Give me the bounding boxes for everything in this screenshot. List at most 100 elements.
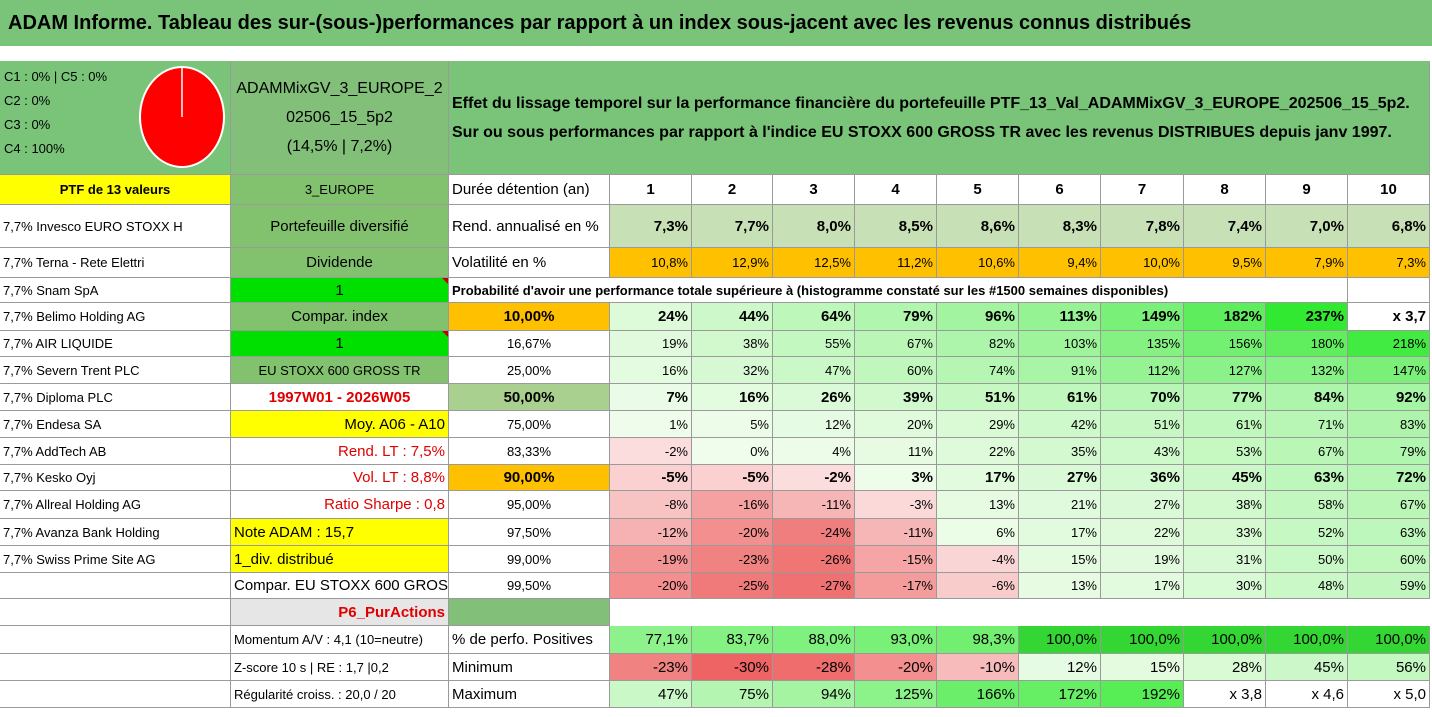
holding-row: 7,7% Avanza Bank Holding (0, 519, 231, 546)
probability-level: 95,00% (449, 491, 610, 519)
probability-level: 50,00% (449, 384, 610, 411)
probability-value: 26% (773, 384, 855, 411)
probability-value: 11% (855, 438, 937, 465)
probability-value: 113% (1019, 303, 1101, 331)
probability-value: -27% (773, 573, 855, 599)
probability-value: 61% (1019, 384, 1101, 411)
maximum-value: 172% (1019, 681, 1101, 708)
compar-value-input[interactable]: 1 (231, 331, 449, 357)
momentum: Momentum A/V : 4,1 (10=neutre) (231, 626, 449, 654)
vol-value: 11,2% (855, 248, 937, 278)
probability-value: 103% (1019, 331, 1101, 357)
probability-value: 17% (1019, 519, 1101, 546)
probability-value: 135% (1101, 331, 1184, 357)
probability-level: 16,67% (449, 331, 610, 357)
maximum-label: Maximum (449, 681, 610, 708)
probability-value: 60% (855, 357, 937, 384)
probability-value: -3% (855, 491, 937, 519)
zone-label: 3_EUROPE (231, 175, 449, 205)
minimum-value: -20% (855, 654, 937, 681)
probability-level: 99,00% (449, 546, 610, 573)
maximum-value: x 4,6 (1266, 681, 1348, 708)
probability-value: 70% (1101, 384, 1184, 411)
probability-title: Probabilité d'avoir une performance tota… (449, 278, 1348, 303)
pie-legend-block: C1 : 0% | C5 : 0% C2 : 0% C3 : 0% C4 : 100% (0, 61, 231, 175)
holding-row: 7,7% Invesco EURO STOXX H (0, 205, 231, 248)
probability-value: 0% (692, 438, 773, 465)
probability-value: 19% (610, 331, 692, 357)
rend-label: Rend. annualisé en % (449, 205, 610, 248)
minimum-value: -28% (773, 654, 855, 681)
probability-value: 17% (1101, 573, 1184, 599)
pie-legend-label: C3 : 0% (4, 117, 51, 132)
vol-lt: Vol. LT : 8,8% (231, 465, 449, 491)
probability-value: 39% (855, 384, 937, 411)
maximum-value: 166% (937, 681, 1019, 708)
probability-value: 74% (937, 357, 1019, 384)
probability-value: 55% (773, 331, 855, 357)
probability-value: 43% (1101, 438, 1184, 465)
probability-value: 30% (1184, 573, 1266, 599)
probability-value: 63% (1266, 465, 1348, 491)
year-header: 8 (1184, 175, 1266, 205)
sharpe-ratio: Ratio Sharpe : 0,8 (231, 491, 449, 519)
rend-value: 8,3% (1019, 205, 1101, 248)
positives-value: 98,3% (937, 626, 1019, 654)
probability-value: 180% (1266, 331, 1348, 357)
probability-value: 31% (1184, 546, 1266, 573)
probability-value: -25% (692, 573, 773, 599)
positives-value: 88,0% (773, 626, 855, 654)
probability-value: 156% (1184, 331, 1266, 357)
probability-value: 45% (1184, 465, 1266, 491)
positives-value: 93,0% (855, 626, 937, 654)
holding-row: 7,7% Snam SpA (0, 278, 231, 303)
year-header: 4 (855, 175, 937, 205)
probability-value: 72% (1348, 465, 1430, 491)
probability-value: -15% (855, 546, 937, 573)
probability-value: 52% (1266, 519, 1348, 546)
probability-value: 91% (1019, 357, 1101, 384)
empty-cell (0, 626, 231, 654)
positives-value: 83,7% (692, 626, 773, 654)
probability-level: 90,00% (449, 465, 610, 491)
probability-value: 44% (692, 303, 773, 331)
year-header: 5 (937, 175, 1019, 205)
probability-value: 5% (692, 411, 773, 438)
probability-value: 3% (855, 465, 937, 491)
minimum-value: -23% (610, 654, 692, 681)
probability-value: 24% (610, 303, 692, 331)
vol-value: 10,6% (937, 248, 1019, 278)
probability-value: 16% (610, 357, 692, 384)
maximum-value: 75% (692, 681, 773, 708)
probability-value: -12% (610, 519, 692, 546)
probability-value: 92% (1348, 384, 1430, 411)
probability-value: 13% (1019, 573, 1101, 599)
probability-value: -11% (773, 491, 855, 519)
probability-value: 71% (1266, 411, 1348, 438)
positives-value: 77,1% (610, 626, 692, 654)
minimum-value: 28% (1184, 654, 1266, 681)
minimum-value: -10% (937, 654, 1019, 681)
rend-value: 6,8% (1348, 205, 1430, 248)
probability-value: 17% (937, 465, 1019, 491)
probability-value: 63% (1348, 519, 1430, 546)
dividend-value-input[interactable]: 1 (231, 278, 449, 303)
positives-value: 100,0% (1266, 626, 1348, 654)
probability-value: 27% (1019, 465, 1101, 491)
probability-value: 61% (1184, 411, 1266, 438)
probability-value: 67% (855, 331, 937, 357)
vol-value: 10,8% (610, 248, 692, 278)
probability-value: 38% (1184, 491, 1266, 519)
holding-row: 7,7% AddTech AB (0, 438, 231, 465)
maximum-value: x 3,8 (1184, 681, 1266, 708)
positives-label: % de perfo. Positives (449, 626, 610, 654)
year-header: 7 (1101, 175, 1184, 205)
rend-value: 7,4% (1184, 205, 1266, 248)
probability-value: 58% (1266, 491, 1348, 519)
probability-value: 22% (1101, 519, 1184, 546)
probability-value: -11% (855, 519, 937, 546)
compar-full-label: Compar. EU STOXX 600 GROSS TR (231, 573, 449, 599)
description-line: Effet du lissage temporel sur la perform… (452, 94, 1410, 112)
minimum-value: 45% (1266, 654, 1348, 681)
holding-row: 7,7% Terna - Rete Elettri (0, 248, 231, 278)
